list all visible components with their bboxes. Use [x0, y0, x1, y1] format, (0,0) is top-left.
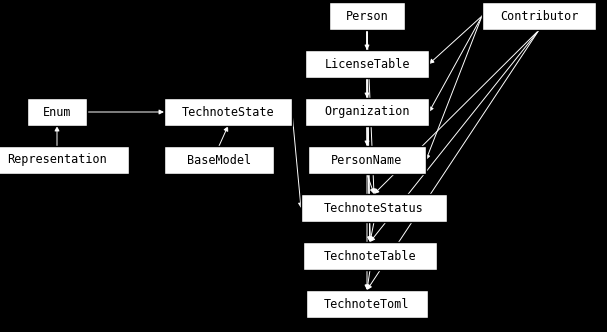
Text: Contributor: Contributor: [500, 10, 578, 23]
Text: Enum: Enum: [42, 106, 71, 119]
Text: PersonName: PersonName: [331, 153, 402, 167]
Bar: [164, 146, 274, 174]
Text: Person: Person: [345, 10, 388, 23]
Bar: [305, 98, 429, 126]
Text: TechnoteStatus: TechnoteStatus: [324, 202, 424, 214]
Bar: [305, 50, 429, 78]
Bar: [482, 2, 596, 30]
Bar: [308, 146, 426, 174]
Text: TechnoteTable: TechnoteTable: [324, 250, 416, 263]
Bar: [306, 290, 428, 318]
Text: Organization: Organization: [324, 106, 410, 119]
Text: LicenseTable: LicenseTable: [324, 57, 410, 70]
Text: TechnoteState: TechnoteState: [181, 106, 274, 119]
Bar: [301, 194, 447, 222]
Text: Representation: Representation: [7, 153, 107, 167]
Bar: [27, 98, 87, 126]
Bar: [303, 242, 437, 270]
Bar: [0, 146, 129, 174]
Bar: [164, 98, 292, 126]
Text: TechnoteToml: TechnoteToml: [324, 297, 410, 310]
Text: BaseModel: BaseModel: [187, 153, 251, 167]
Bar: [329, 2, 405, 30]
